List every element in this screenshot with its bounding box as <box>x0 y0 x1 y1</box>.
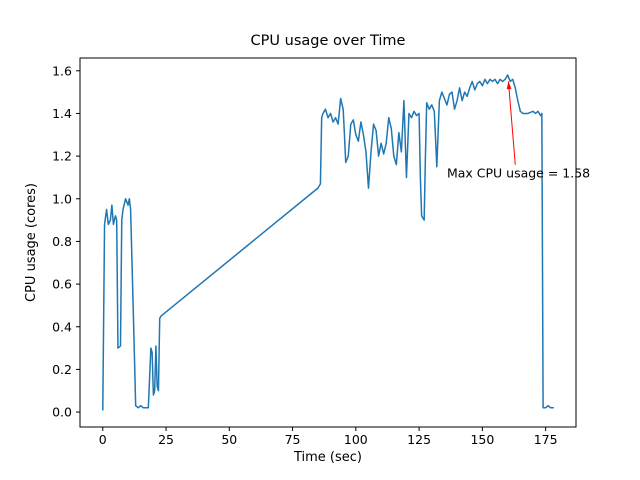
max-annotation-text: Max CPU usage = 1.58 <box>447 165 590 180</box>
y-tick-label: 1.0 <box>52 191 72 206</box>
x-tick-label: 100 <box>344 432 368 447</box>
x-tick-label: 50 <box>221 432 237 447</box>
y-tick-label: 1.6 <box>52 63 72 78</box>
x-tick-label: 25 <box>158 432 174 447</box>
x-tick-label: 0 <box>99 432 107 447</box>
annotation-arrowhead <box>506 81 512 90</box>
y-axis-label: CPU usage (cores) <box>24 183 39 302</box>
y-tick-label: 0.4 <box>52 319 72 334</box>
cpu-usage-line <box>102 74 554 411</box>
y-tick-label: 0.2 <box>52 362 72 377</box>
x-tick-label: 150 <box>470 432 494 447</box>
chart-title: CPU usage over Time <box>251 33 406 49</box>
x-tick-label: 175 <box>534 432 558 447</box>
y-tick-label: 1.2 <box>52 149 72 164</box>
y-tick-label: 0.0 <box>52 405 72 420</box>
x-tick-label: 75 <box>285 432 301 447</box>
plot-border <box>79 57 577 428</box>
y-tick-label: 1.4 <box>52 106 72 121</box>
x-tick-label: 125 <box>407 432 431 447</box>
x-axis-label: Time (sec) <box>293 450 362 465</box>
y-tick-label: 0.6 <box>52 277 72 292</box>
y-tick-label: 0.8 <box>52 234 72 249</box>
annotation-arrow <box>507 81 516 165</box>
